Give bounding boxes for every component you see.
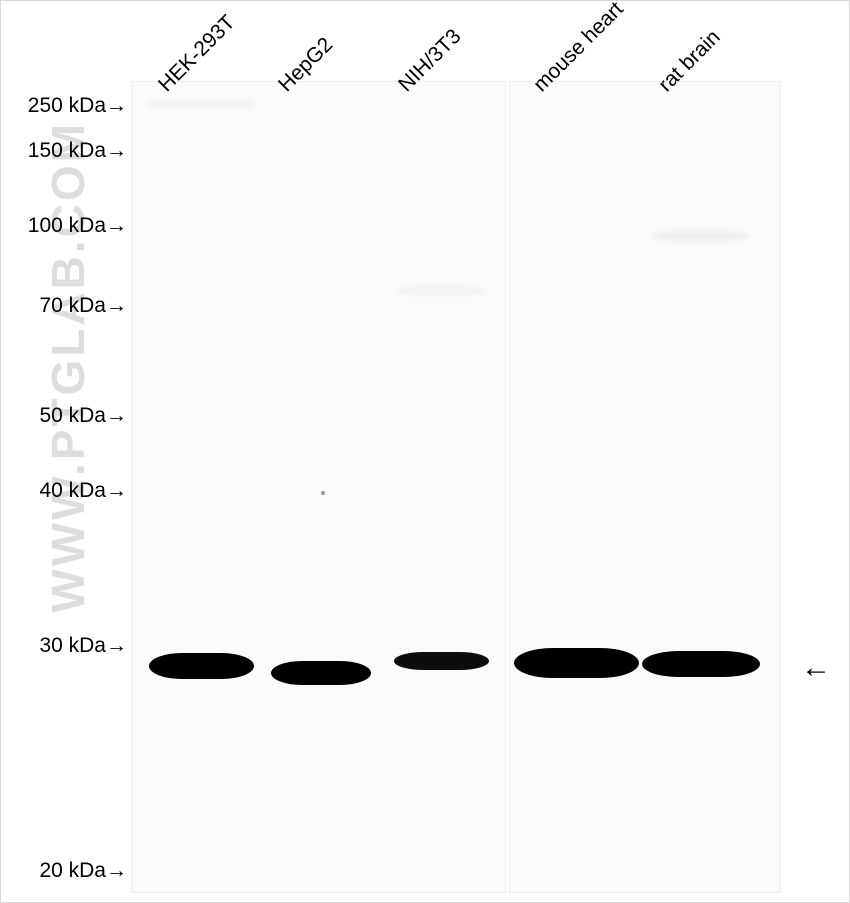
- blot-speck: [321, 491, 325, 495]
- marker-label: 40 kDa→: [9, 479, 127, 503]
- marker-label: 70 kDa→: [9, 294, 127, 318]
- blot-faint-band: [146, 99, 256, 109]
- blot-figure: WWW.PTGLAB.COM HEK-293T HepG2 NIH/3T3 mo…: [0, 0, 850, 903]
- marker-label: 30 kDa→: [9, 634, 127, 658]
- marker-label: 250 kDa→: [9, 94, 127, 118]
- target-arrow-icon: ←: [801, 651, 831, 685]
- blot-panel-left: [131, 81, 506, 893]
- blot-faint-band: [396, 286, 486, 296]
- marker-label: 50 kDa→: [9, 404, 127, 428]
- marker-label: 100 kDa→: [9, 214, 127, 238]
- blot-band: [394, 652, 489, 670]
- watermark-text: WWW.PTGLAB.COM: [41, 121, 95, 613]
- blot-panel-right: [509, 81, 781, 893]
- blot-band: [149, 653, 254, 679]
- marker-label: 150 kDa→: [9, 139, 127, 163]
- blot-band: [271, 661, 371, 685]
- marker-label: 20 kDa→: [9, 859, 127, 883]
- blot-band: [514, 648, 639, 678]
- blot-faint-band: [651, 231, 751, 241]
- blot-band: [642, 651, 760, 677]
